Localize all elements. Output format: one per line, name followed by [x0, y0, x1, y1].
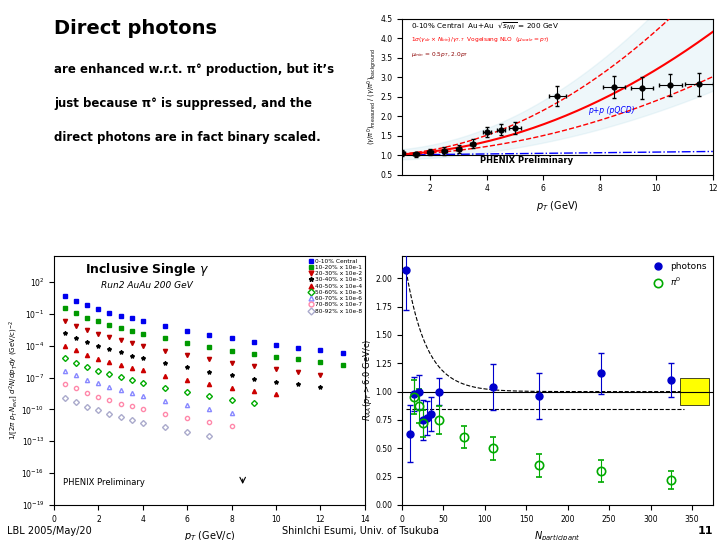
X-axis label: $p_T$ (GeV/c): $p_T$ (GeV/c) [184, 529, 235, 540]
Y-axis label: $1/[2\pi\ p_T N_{evt}]\ d^2N/dp_Tdy\ (\rm{GeV/c})^{-2}$: $1/[2\pi\ p_T N_{evt}]\ d^2N/dp_Tdy\ (\r… [7, 320, 20, 440]
Text: PHENIX Preliminary: PHENIX Preliminary [480, 156, 573, 165]
Text: just because π° is suppressed, and the: just because π° is suppressed, and the [54, 97, 312, 110]
Text: Run2 AuAu 200 GeV: Run2 AuAu 200 GeV [102, 281, 193, 289]
Text: $1\sigma(\gamma_{dir}\times N_{bin})/\gamma_{T,T}$  Vogelsang NLO  ($\mu_{scale}: $1\sigma(\gamma_{dir}\times N_{bin})/\ga… [411, 36, 550, 44]
Text: 0-10% Central  Au+Au  $\sqrt{s_{NN}}$ = 200 GeV: 0-10% Central Au+Au $\sqrt{s_{NN}}$ = 20… [411, 21, 559, 32]
Text: LBL 2005/May/20: LBL 2005/May/20 [7, 525, 92, 536]
Text: $\mathbf{Inclusive\ Single}\ \gamma$: $\mathbf{Inclusive\ Single}\ \gamma$ [85, 261, 210, 278]
Y-axis label: $R_{AA}(p_T > 6.0\ \rm{GeV/c})$: $R_{AA}(p_T > 6.0\ \rm{GeV/c})$ [361, 339, 374, 421]
Text: are enhanced w.r.t. π° production, but it’s: are enhanced w.r.t. π° production, but i… [54, 63, 334, 76]
Text: p+p (pQCD): p+p (pQCD) [588, 106, 635, 116]
Legend: 0-10% Central, 10-20% x 10e-1, 20-30% x 10e-2, 30-40% x 10e-3, 40-50% x 10e-4, 5: 0-10% Central, 10-20% x 10e-1, 20-30% x … [307, 256, 364, 316]
X-axis label: $p_T$ (GeV): $p_T$ (GeV) [536, 199, 579, 213]
Text: 11: 11 [697, 525, 713, 536]
Y-axis label: $(\gamma/\pi^0)_{\rm measured}\ /\ (\gamma/\pi^0)_{\rm background}$: $(\gamma/\pi^0)_{\rm measured}\ /\ (\gam… [365, 49, 379, 145]
Legend: photons, $\pi^0$: photons, $\pi^0$ [650, 258, 710, 292]
X-axis label: $N_{participant}$: $N_{participant}$ [534, 529, 581, 540]
Bar [680, 378, 708, 405]
Text: PHENIX Preliminary: PHENIX Preliminary [63, 478, 145, 488]
Text: $\mu_{min}$ = 0.5$p_T$, 2.0$p_T$: $\mu_{min}$ = 0.5$p_T$, 2.0$p_T$ [411, 50, 469, 59]
Text: ShinIchi Esumi, Univ. of Tsukuba: ShinIchi Esumi, Univ. of Tsukuba [282, 525, 438, 536]
Text: direct photons are in fact binary scaled.: direct photons are in fact binary scaled… [54, 131, 320, 144]
Text: Direct photons: Direct photons [54, 19, 217, 38]
